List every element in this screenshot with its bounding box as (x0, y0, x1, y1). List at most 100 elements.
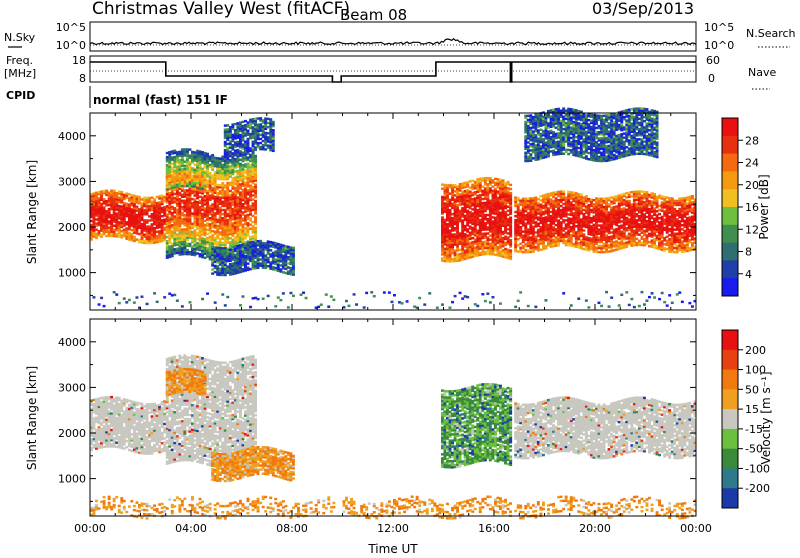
heatmap-cell (98, 197, 101, 199)
heatmap-cell (221, 201, 224, 203)
heatmap-cell (603, 245, 606, 247)
heatmap-cell (108, 233, 111, 235)
heatmap-cell (620, 245, 623, 247)
heatmap-cell (216, 221, 219, 223)
heatmap-cell (183, 216, 186, 218)
heatmap-cell (234, 254, 237, 256)
heatmap-cell (446, 219, 449, 221)
heatmap-cell (204, 242, 207, 244)
heatmap-cell (158, 201, 161, 203)
heatmap-cell (262, 242, 265, 244)
heatmap-cell (181, 222, 184, 224)
heatmap-cell (514, 231, 517, 233)
heatmap-cell (577, 242, 580, 244)
heatmap-cell (466, 234, 469, 236)
heatmap-cell (269, 133, 272, 135)
heatmap-cell (630, 195, 633, 197)
heatmap-cell (234, 236, 237, 238)
heatmap-cell (204, 234, 207, 236)
heatmap-cell (474, 197, 477, 199)
heatmap-cell (236, 164, 239, 166)
heatmap-cell (476, 182, 479, 184)
heatmap-cell (204, 230, 207, 232)
heatmap-cell (224, 201, 227, 203)
heatmap-cell (252, 149, 255, 151)
heatmap-cell (244, 120, 247, 122)
heatmap-cell (494, 202, 497, 204)
heatmap-cell (262, 265, 265, 267)
heatmap-cell (224, 151, 227, 153)
heatmap-cell (570, 191, 573, 193)
heatmap-cell (148, 242, 151, 244)
heatmap-cell (98, 201, 101, 203)
heatmap-cell (449, 258, 452, 260)
heatmap-cell (219, 209, 222, 211)
heatmap-cell (555, 216, 558, 218)
heatmap-cell (249, 256, 252, 258)
heatmap-cell (171, 232, 174, 234)
heatmap-cell (173, 215, 176, 217)
heatmap-cell (474, 210, 477, 212)
heatmap-cell (484, 177, 487, 179)
heatmap-cell (199, 206, 202, 208)
heatmap-cell (191, 175, 194, 177)
heatmap-cell (168, 165, 171, 167)
heatmap-cell (168, 194, 171, 196)
heatmap-cell (242, 268, 245, 270)
heatmap-cell (603, 222, 606, 224)
heatmap-cell (105, 200, 108, 202)
heatmap-cell (183, 183, 186, 185)
heatmap-cell (239, 254, 242, 256)
heatmap-cell (590, 248, 593, 250)
heatmap-cell (625, 241, 628, 243)
heatmap-cell (613, 210, 616, 212)
heatmap-cell (178, 210, 181, 212)
heatmap-cell (201, 159, 204, 161)
heatmap-cell (242, 178, 245, 180)
heatmap-cell (479, 254, 482, 256)
heatmap-cell (534, 225, 537, 227)
heatmap-cell (537, 212, 540, 214)
heatmap-cell (219, 259, 222, 261)
heatmap-cell (166, 228, 169, 230)
heatmap-cell (183, 243, 186, 245)
heatmap-cell (211, 183, 214, 185)
heatmap-cell (613, 223, 616, 225)
heatmap-cell (189, 155, 192, 157)
heatmap-cell (209, 256, 212, 258)
heatmap-cell (456, 225, 459, 227)
heatmap-cell (226, 159, 229, 161)
heatmap-cell (532, 222, 535, 224)
heatmap-cell (532, 236, 535, 238)
heatmap-cell (567, 234, 570, 236)
heatmap-cell (262, 248, 265, 250)
heatmap-cell (277, 255, 280, 257)
heatmap-cell (100, 207, 103, 209)
heatmap-cell (441, 204, 444, 206)
heatmap-cell (231, 136, 234, 138)
heatmap-cell (186, 150, 189, 152)
heatmap-cell (572, 224, 575, 226)
heatmap-cell (481, 222, 484, 224)
heatmap-cell (128, 234, 131, 236)
heatmap-cell (565, 227, 568, 229)
heatmap-cell (633, 230, 636, 232)
heatmap-cell (247, 121, 250, 123)
heatmap-cell (277, 268, 280, 270)
heatmap-cell (454, 250, 457, 252)
heatmap-cell (231, 183, 234, 185)
heatmap-cell (236, 122, 239, 124)
heatmap-cell (580, 247, 583, 249)
heatmap-cell (605, 224, 608, 226)
heatmap-cell (194, 183, 197, 185)
heatmap-cell (259, 240, 262, 242)
heatmap-cell (565, 211, 568, 213)
heatmap-cell (570, 220, 573, 222)
heatmap-cell (509, 217, 512, 219)
heatmap-cell (600, 251, 603, 253)
heatmap-cell (143, 225, 146, 227)
heatmap-cell (502, 249, 505, 251)
heatmap-cell (534, 221, 537, 223)
heatmap-cell (552, 235, 555, 237)
heatmap-cell (161, 221, 164, 223)
